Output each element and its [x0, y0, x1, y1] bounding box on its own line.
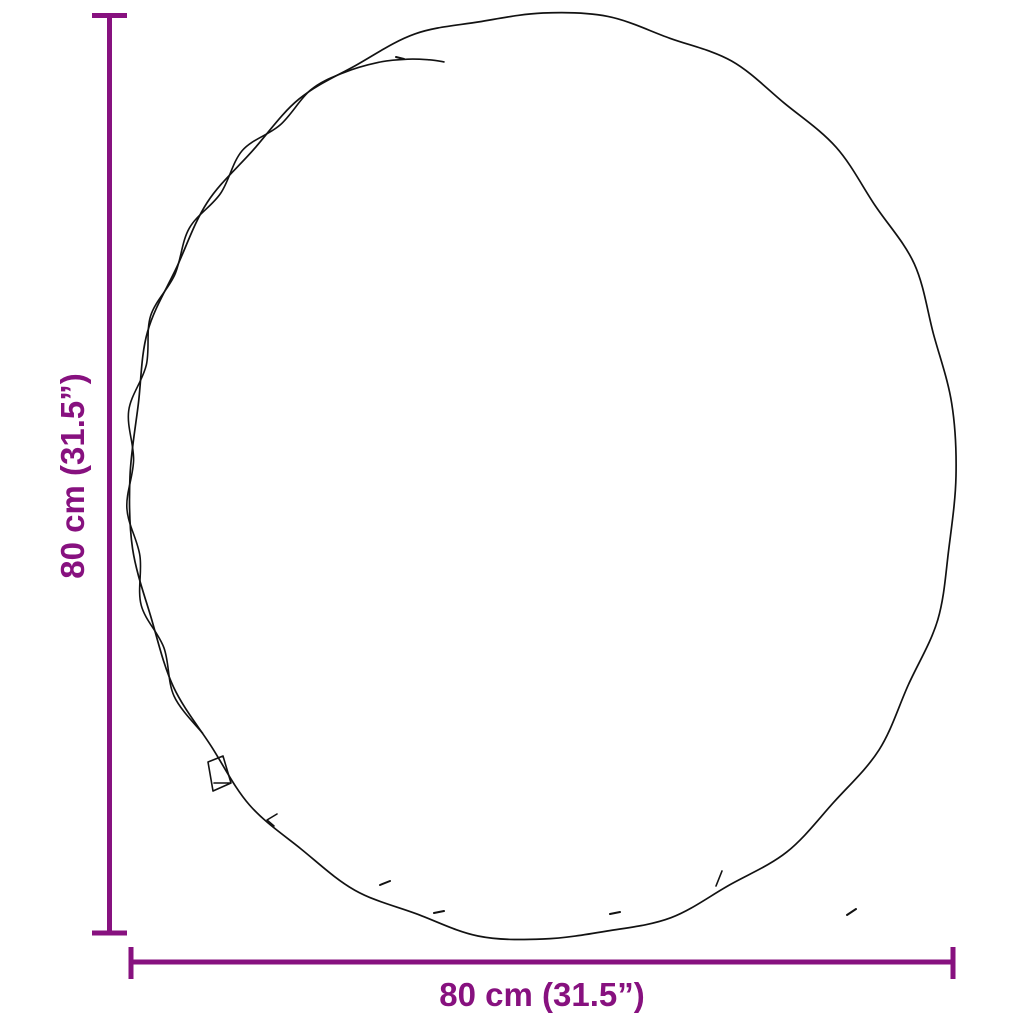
rug-outline — [128, 11, 957, 941]
rug-double-stroke — [126, 58, 445, 735]
rug-tag-detail — [207, 755, 232, 792]
rug-outline-group — [126, 11, 957, 941]
height-dimension-label: 80 cm (31.5”) — [54, 373, 91, 579]
width-dimension-label: 80 cm (31.5”) — [439, 976, 645, 1013]
vertical-dimension-line — [92, 13, 127, 936]
rug-stitch-marks — [379, 56, 857, 916]
dimension-lines-group — [92, 13, 956, 979]
horizontal-dimension-line — [128, 947, 956, 979]
rug-fold-mark — [266, 813, 278, 827]
rug-spike-mark — [715, 870, 723, 887]
